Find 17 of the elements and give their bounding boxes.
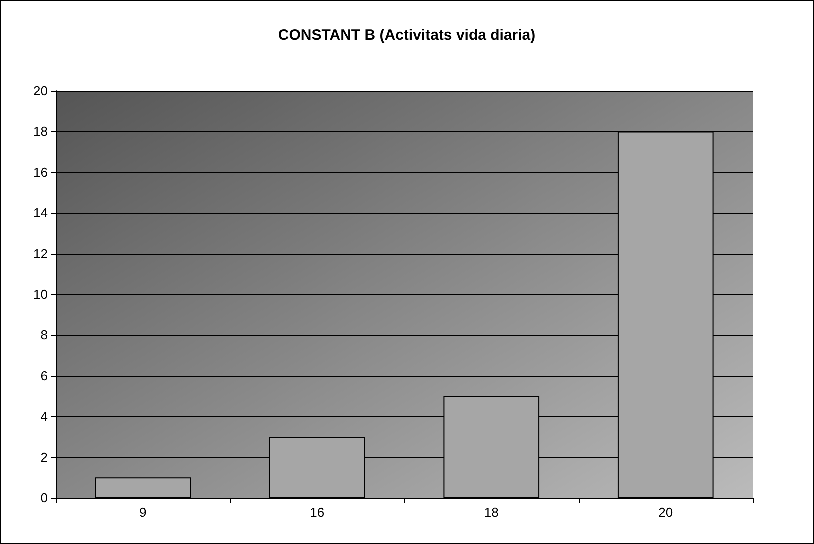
y-tick-label: 18 <box>34 124 48 140</box>
x-tick-label: 16 <box>310 505 325 520</box>
y-tick-label: 10 <box>34 287 48 302</box>
x-tick-label: 9 <box>140 505 147 520</box>
y-tick-label: 4 <box>40 409 48 424</box>
x-tick-label: 20 <box>658 505 674 520</box>
x-tick-label: 18 <box>484 505 499 520</box>
y-tick-label: 20 <box>34 84 48 98</box>
chart-title: CONSTANT B (Activitats vida diaria) <box>278 27 536 44</box>
y-tick-label: 12 <box>34 246 48 262</box>
y-tick-label: 8 <box>40 328 48 343</box>
y-tick-label: 0 <box>40 490 48 506</box>
y-tick-label: 14 <box>34 206 48 221</box>
y-tick-label: 16 <box>34 164 48 180</box>
y-tick-label: 2 <box>40 450 48 465</box>
y-tick-label: 6 <box>40 368 48 384</box>
bar <box>95 478 192 498</box>
